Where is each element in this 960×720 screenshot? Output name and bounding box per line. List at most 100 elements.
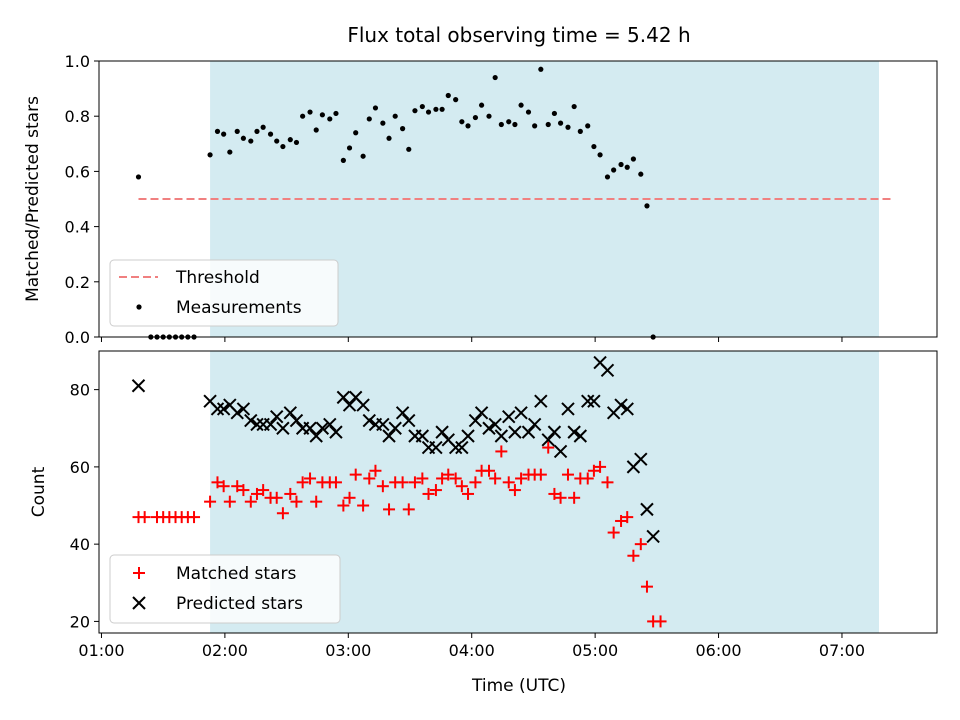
counts-panel-frame <box>98 350 938 634</box>
matched-star-point <box>369 464 382 477</box>
measurement-point <box>372 105 379 111</box>
matched-star-point <box>640 580 653 593</box>
predicted-star-point <box>356 398 370 412</box>
predicted-star-points <box>131 355 660 544</box>
matched-star-point <box>290 495 303 508</box>
predicted-star-point <box>236 402 251 416</box>
measurement-point <box>313 127 319 133</box>
matched-star-point <box>231 480 244 493</box>
predicted-star-point <box>429 440 443 455</box>
measurement-point <box>433 106 439 112</box>
matched-star-point <box>615 514 628 527</box>
predicted-star-point <box>508 425 522 439</box>
measurement-point <box>512 121 518 128</box>
x-tick-label: 01:00 <box>78 641 124 660</box>
matched-star-point <box>515 472 528 485</box>
x-tick-label: 04:00 <box>449 641 495 660</box>
predicted-star-point <box>216 402 231 416</box>
measurement-point <box>327 116 333 122</box>
measurement-point <box>486 113 492 119</box>
measurement-point <box>340 157 346 163</box>
measurement-point <box>618 161 624 168</box>
matched-star-point <box>548 487 561 500</box>
predicted-star-point <box>527 417 542 432</box>
measurement-point <box>445 92 451 99</box>
predicted-star-point <box>336 390 351 405</box>
measurement-point <box>280 143 286 150</box>
matched-star-point <box>217 480 230 493</box>
ratio-y-axis-label: Matched/Predicted stars <box>23 96 43 302</box>
measurement-point <box>366 116 372 122</box>
predicted-star-point <box>553 444 568 459</box>
x-tick-label: 05:00 <box>572 641 618 660</box>
matched-star-point <box>442 468 455 481</box>
matched-star-point <box>587 464 600 477</box>
measurement-point <box>591 143 597 150</box>
predicted-star-point <box>461 429 475 443</box>
measurement-point <box>207 152 213 158</box>
predicted-star-point <box>230 406 244 420</box>
predicted-star-point <box>131 379 146 393</box>
measurement-point <box>293 139 300 146</box>
predicted-star-point <box>640 502 654 517</box>
matched-star-point <box>304 472 317 485</box>
x-tick-label: 06:00 <box>695 641 741 660</box>
x-tick-label: 02:00 <box>202 641 248 660</box>
predicted-star-point <box>388 421 402 435</box>
predicted-star-point <box>362 413 376 428</box>
measurement-point <box>392 113 398 119</box>
matched-star-point <box>357 499 370 512</box>
measurement-point <box>571 103 577 110</box>
matched-star-point <box>329 476 342 489</box>
y-tick-label: 0.2 <box>65 273 90 292</box>
measurement-point <box>532 123 538 129</box>
predicted-star-point <box>567 425 581 439</box>
measurement-point <box>234 128 240 134</box>
measurement-point <box>465 123 471 129</box>
ratio-panel-frame <box>98 60 938 338</box>
predicted-star-point <box>415 429 430 443</box>
predicted-star-point <box>468 413 483 428</box>
predicted-star-point <box>289 413 304 428</box>
matched-star-point <box>455 480 468 493</box>
predicted-star-point <box>455 440 469 455</box>
measurement-point <box>425 109 432 115</box>
predicted-star-point <box>581 394 595 408</box>
measurement-point <box>386 135 392 141</box>
measurement-point <box>585 123 591 129</box>
y-tick-label: 80 <box>70 381 90 400</box>
matched-star-point <box>542 441 555 454</box>
predicted-star-point <box>573 429 588 443</box>
predicted-star-point <box>514 406 528 420</box>
matched-star-point <box>376 480 389 493</box>
measurement-point <box>287 137 293 143</box>
legend-predicted-swatch <box>132 596 146 610</box>
matched-star-point <box>296 476 309 489</box>
measurement-point <box>380 120 386 126</box>
matched-star-point <box>561 468 574 481</box>
x-axis-label: Time (UTC) <box>471 676 566 696</box>
measurement-point <box>498 121 504 128</box>
matched-star-point <box>402 503 415 516</box>
x-tick-label: 07:00 <box>819 641 865 660</box>
legend-threshold-label: Threshold <box>175 268 260 288</box>
predicted-star-point <box>541 433 555 447</box>
predicted-star-point <box>448 440 463 455</box>
predicted-star-point <box>547 425 562 439</box>
measurement-point <box>630 156 636 162</box>
predicted-star-point <box>482 421 496 435</box>
measurement-point <box>577 128 583 134</box>
matched-star-point <box>349 468 362 481</box>
measurement-point <box>274 138 280 144</box>
counts-y-axis-label: Count <box>29 466 49 517</box>
predicted-star-point <box>474 406 489 420</box>
measurement-point <box>319 112 325 118</box>
matched-star-point <box>270 491 283 504</box>
measurement-point <box>267 131 274 137</box>
predicted-star-point <box>521 425 536 439</box>
measurement-point <box>406 146 412 152</box>
matched-star-point <box>594 460 607 473</box>
measurement-point <box>525 109 532 115</box>
predicted-star-point <box>502 409 516 424</box>
matched-star-point <box>554 491 567 504</box>
